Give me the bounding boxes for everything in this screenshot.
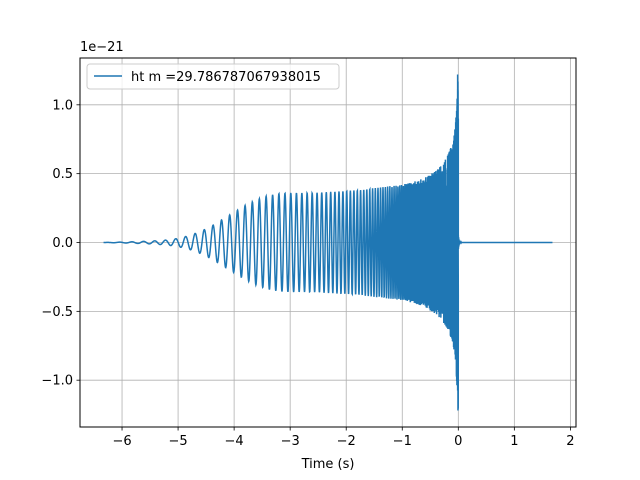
legend-label: ht m =29.786787067938015 bbox=[131, 70, 321, 85]
x-tick-label: −4 bbox=[225, 434, 244, 449]
y-tick-label: 0.0 bbox=[52, 236, 73, 251]
legend: ht m =29.786787067938015 bbox=[86, 63, 340, 90]
y-tick-label: −0.5 bbox=[41, 305, 73, 320]
y-offset-text: 1e−21 bbox=[80, 40, 124, 55]
x-tick-label: 0 bbox=[454, 434, 462, 449]
y-tick-label: −1.0 bbox=[41, 374, 73, 389]
axis-ticks: −6 −5 −4 −3 −2 −1 0 1 2 −1.0 −0.5 0.0 0.5 1.0 bbox=[41, 98, 574, 449]
y-tick-label: 1.0 bbox=[52, 98, 73, 113]
x-tick-label: −1 bbox=[393, 434, 412, 449]
y-tick-label: 0.5 bbox=[52, 167, 73, 182]
plot-area bbox=[103, 74, 553, 411]
x-tick-label: −3 bbox=[281, 434, 300, 449]
legend-box bbox=[86, 63, 340, 90]
x-axis-label: Time (s) bbox=[301, 457, 355, 472]
x-tick-label: −5 bbox=[168, 434, 187, 449]
x-tick-label: 2 bbox=[566, 434, 574, 449]
x-tick-label: −6 bbox=[112, 434, 131, 449]
x-tick-label: 1 bbox=[510, 434, 518, 449]
series-line bbox=[103, 74, 553, 411]
x-tick-label: −2 bbox=[337, 434, 356, 449]
grid bbox=[80, 58, 576, 427]
